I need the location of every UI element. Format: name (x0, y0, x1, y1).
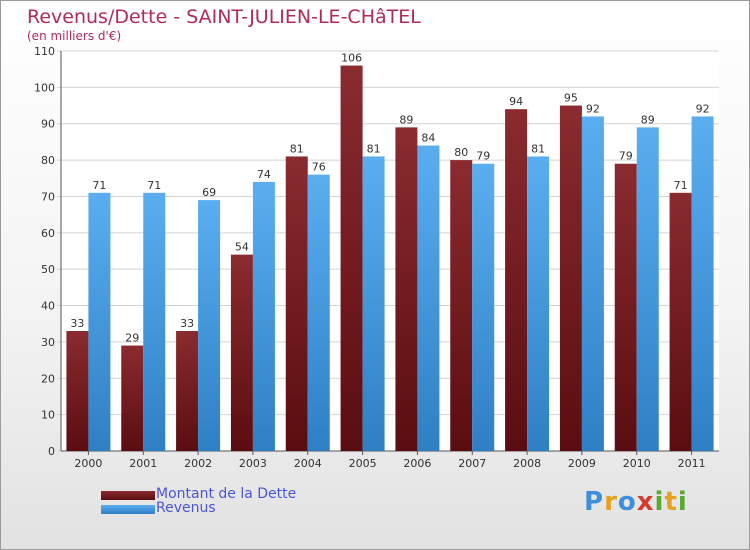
bar-dette (176, 331, 199, 451)
bar-revenus (252, 181, 275, 451)
x-tick-label: 2004 (294, 457, 322, 470)
data-label-dette: 54 (235, 241, 249, 254)
data-label-revenus: 92 (586, 102, 600, 115)
data-label-dette: 81 (290, 142, 304, 155)
data-label-dette: 80 (454, 146, 468, 159)
y-tick-label: 40 (41, 300, 55, 313)
bar-dette (121, 345, 144, 451)
y-tick-label: 0 (48, 445, 55, 458)
y-tick-label: 90 (41, 118, 55, 131)
logo-letter: t (664, 487, 678, 517)
bar-dette (559, 105, 582, 451)
legend-label-revenus: Revenus (156, 500, 216, 516)
bar-dette (285, 156, 308, 452)
bar-dette (450, 160, 473, 451)
legend-label-dette: Montant de la Dette (156, 486, 297, 502)
logo-letter: o (617, 487, 637, 517)
data-label-dette: 106 (341, 52, 362, 65)
bar-revenus (143, 192, 166, 451)
bar-dette (395, 127, 418, 451)
y-tick-label: 100 (34, 81, 55, 94)
data-label-revenus: 81 (531, 142, 545, 155)
bar-revenus (417, 145, 440, 451)
data-label-dette: 79 (619, 150, 633, 163)
data-label-revenus: 84 (421, 132, 435, 145)
data-label-revenus: 79 (476, 150, 490, 163)
data-label-revenus: 71 (92, 179, 106, 192)
legend-swatch-dette (101, 491, 155, 500)
data-label-revenus: 92 (696, 102, 710, 115)
x-tick-label: 2008 (513, 457, 541, 470)
bar-revenus (198, 200, 221, 451)
logo-letter: r (604, 487, 618, 517)
chart-subtitle: (en milliers d'€) (27, 29, 122, 43)
data-label-revenus: 81 (367, 142, 381, 155)
bar-dette (614, 163, 637, 451)
bar-revenus (88, 192, 111, 451)
data-label-dette: 95 (564, 92, 578, 105)
logo-letter: P (584, 487, 605, 517)
y-tick-label: 70 (41, 190, 55, 203)
x-tick-label: 2005 (349, 457, 377, 470)
x-tick-label: 2010 (623, 457, 651, 470)
x-tick-label: 2001 (129, 457, 157, 470)
x-tick-label: 2011 (678, 457, 706, 470)
y-tick-label: 30 (41, 336, 55, 349)
x-tick-label: 2006 (403, 457, 431, 470)
bar-revenus (581, 116, 604, 452)
bar-dette (66, 331, 89, 451)
y-tick-label: 80 (41, 154, 55, 167)
data-label-dette: 33 (180, 317, 194, 330)
bar-revenus (362, 156, 385, 452)
bar-revenus (472, 163, 495, 451)
bar-dette (669, 192, 692, 451)
plot-area (61, 51, 719, 451)
x-tick-label: 2007 (458, 457, 486, 470)
y-tick-label: 50 (41, 263, 55, 276)
data-label-revenus: 74 (257, 168, 271, 181)
bar-dette (340, 65, 363, 451)
bar-dette (505, 109, 528, 451)
y-tick-label: 60 (41, 227, 55, 240)
data-label-dette: 29 (125, 332, 139, 345)
logo-letter: i (654, 487, 665, 517)
x-tick-label: 2003 (239, 457, 267, 470)
data-label-revenus: 69 (202, 186, 216, 199)
data-label-dette: 71 (674, 179, 688, 192)
x-tick-label: 2002 (184, 457, 212, 470)
data-label-dette: 94 (509, 95, 523, 108)
data-label-revenus: 71 (147, 179, 161, 192)
bar-dette (230, 254, 253, 451)
x-tick-label: 2009 (568, 457, 596, 470)
proxiti-logo: Proxiti (584, 487, 688, 517)
x-tick-label: 2000 (74, 457, 102, 470)
logo-letter: x (636, 487, 655, 517)
data-label-dette: 33 (70, 317, 84, 330)
data-label-revenus: 89 (641, 113, 655, 126)
bar-revenus (307, 174, 330, 452)
chart-title: Revenus/Dette - SAINT-JULIEN-LE-CHâTEL (27, 6, 421, 28)
legend-swatch-revenus (101, 505, 155, 514)
data-label-revenus: 76 (312, 161, 326, 174)
y-tick-label: 20 (41, 372, 55, 385)
bar-revenus (527, 156, 550, 452)
data-label-dette: 89 (399, 113, 413, 126)
y-tick-label: 10 (41, 409, 55, 422)
bar-revenus (691, 116, 714, 452)
logo-letter: i (677, 487, 688, 517)
y-tick-label: 110 (34, 45, 55, 58)
bar-revenus (636, 127, 659, 451)
